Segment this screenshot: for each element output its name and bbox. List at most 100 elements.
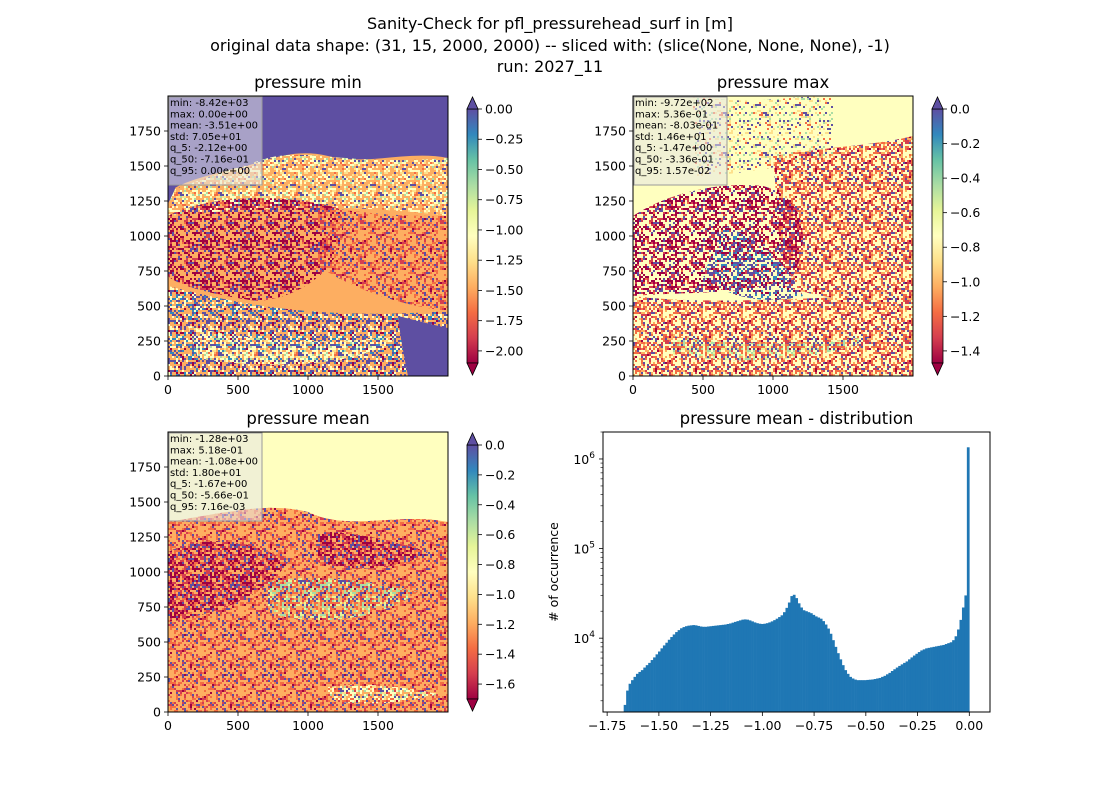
histogram-bar <box>854 679 857 712</box>
heatmap-region <box>633 296 913 376</box>
histogram-bar <box>839 659 843 712</box>
histogram-bar <box>719 625 723 712</box>
histogram-bar <box>729 623 732 712</box>
histogram-bar <box>689 625 693 712</box>
histogram-bar <box>726 623 730 712</box>
histogram-bar <box>787 602 791 712</box>
y-tick-label: 1500 <box>129 159 161 174</box>
colorbar-tick-label: −0.25 <box>485 132 523 147</box>
histogram-bar <box>667 639 671 712</box>
histogram-bar <box>704 626 708 712</box>
heatmap-image <box>168 432 448 712</box>
histogram-bar <box>812 614 816 712</box>
histogram-bar <box>662 645 666 712</box>
histogram-bar <box>805 611 808 712</box>
histogram-bar <box>859 680 862 712</box>
histogram-bar <box>947 643 950 712</box>
y-tick-label: 1250 <box>129 194 161 209</box>
x-tick-label: 0.00 <box>955 718 983 733</box>
histogram-bar <box>885 674 889 712</box>
histogram-bar <box>677 630 681 712</box>
histogram-bar <box>944 644 948 712</box>
histogram-bar <box>922 649 926 712</box>
colorbar-tick-label: −0.2 <box>485 467 515 482</box>
y-tick-label: 1750 <box>594 124 626 139</box>
histogram-bar <box>917 652 921 712</box>
histogram-bar <box>898 665 901 712</box>
x-tick-label: 1500 <box>827 382 859 397</box>
histogram-bar <box>832 640 835 712</box>
histogram-bar <box>640 670 644 712</box>
y-tick-label: 1000 <box>129 565 161 580</box>
histogram-bar <box>961 607 965 712</box>
colorbar-tick-label: −0.4 <box>485 497 515 512</box>
colorbar-extend-max <box>466 432 479 446</box>
stats-line: mean: -3.51e+00 <box>170 121 258 132</box>
colorbar-tick-label: −0.50 <box>485 162 523 177</box>
histogram-bar <box>707 626 710 712</box>
histogram-bar <box>760 623 764 712</box>
colorbar-tick-label: −1.25 <box>485 253 523 268</box>
y-tick-label-exponent: 5 <box>589 541 595 551</box>
y-tick-label: 250 <box>137 670 161 685</box>
histogram-bar <box>817 617 821 712</box>
y-tick-label: 500 <box>602 299 626 314</box>
histogram-bar <box>660 648 664 712</box>
heatmap-region <box>168 198 344 301</box>
histogram-bar <box>942 644 946 712</box>
histogram-bar <box>792 594 796 712</box>
y-tick-label: 105 <box>573 541 595 557</box>
colorbar-tick-label: −0.2 <box>950 136 980 151</box>
colorbar-tick-label: 0.00 <box>485 102 513 117</box>
y-tick-label: 1250 <box>129 530 161 545</box>
x-tick-label: 1000 <box>292 382 324 397</box>
stats-line: q_50: -7.16e-01 <box>170 155 249 166</box>
stats-line: q_5: -1.47e+00 <box>635 143 712 154</box>
histogram-bar <box>711 625 715 712</box>
stats-line: min: -1.28e+03 <box>170 434 249 445</box>
histogram-bar <box>680 628 683 712</box>
y-tick-label: 1000 <box>594 229 626 244</box>
histogram-bar <box>736 621 740 712</box>
colorbar <box>466 108 479 364</box>
histogram-bar <box>780 615 784 712</box>
histogram-bar <box>643 667 647 712</box>
figure-title-line-1: Sanity-Check for pfl_pressurehead_surf i… <box>367 14 733 33</box>
x-tick-label: 0 <box>629 382 637 397</box>
colorbar-tick-label: −1.4 <box>485 647 515 662</box>
colorbar-extend-min <box>466 698 479 712</box>
histogram-bar <box>957 629 960 712</box>
histogram-bar <box>829 633 833 712</box>
histogram-bar <box>927 647 931 712</box>
histogram-bar <box>964 595 968 712</box>
heatmap-region <box>318 532 428 569</box>
histogram-bar <box>934 646 938 712</box>
stats-box <box>168 96 263 186</box>
histogram-bar <box>954 636 958 712</box>
histogram-ylabel: # of occurrence <box>546 522 561 622</box>
colorbar-tick-label: −0.75 <box>485 192 523 207</box>
histogram-bar <box>714 625 718 712</box>
histogram-bar <box>873 679 877 712</box>
histogram-bar <box>937 645 941 712</box>
histogram-bar <box>883 675 887 712</box>
histogram-bar <box>800 607 803 712</box>
histogram-bar <box>881 676 884 712</box>
histogram-bar <box>841 665 845 712</box>
histogram-bar <box>753 622 757 712</box>
colorbar <box>466 444 479 700</box>
stats-line: std: 1.80e+01 <box>170 468 242 479</box>
histogram-bar <box>827 628 830 712</box>
histogram-bar <box>626 690 629 712</box>
stats-line: min: -8.42e+03 <box>170 98 249 109</box>
histogram-bar <box>731 622 735 712</box>
x-tick-label: 500 <box>226 382 250 397</box>
histogram-bar <box>888 672 892 712</box>
y-tick-label: 1750 <box>129 460 161 475</box>
x-tick-label: −0.75 <box>795 718 833 733</box>
histogram-bar <box>949 642 953 712</box>
histogram-bar <box>783 612 786 712</box>
stats-line: q_95: 0.00e+00 <box>170 166 250 177</box>
x-tick-label: −0.50 <box>847 718 885 733</box>
